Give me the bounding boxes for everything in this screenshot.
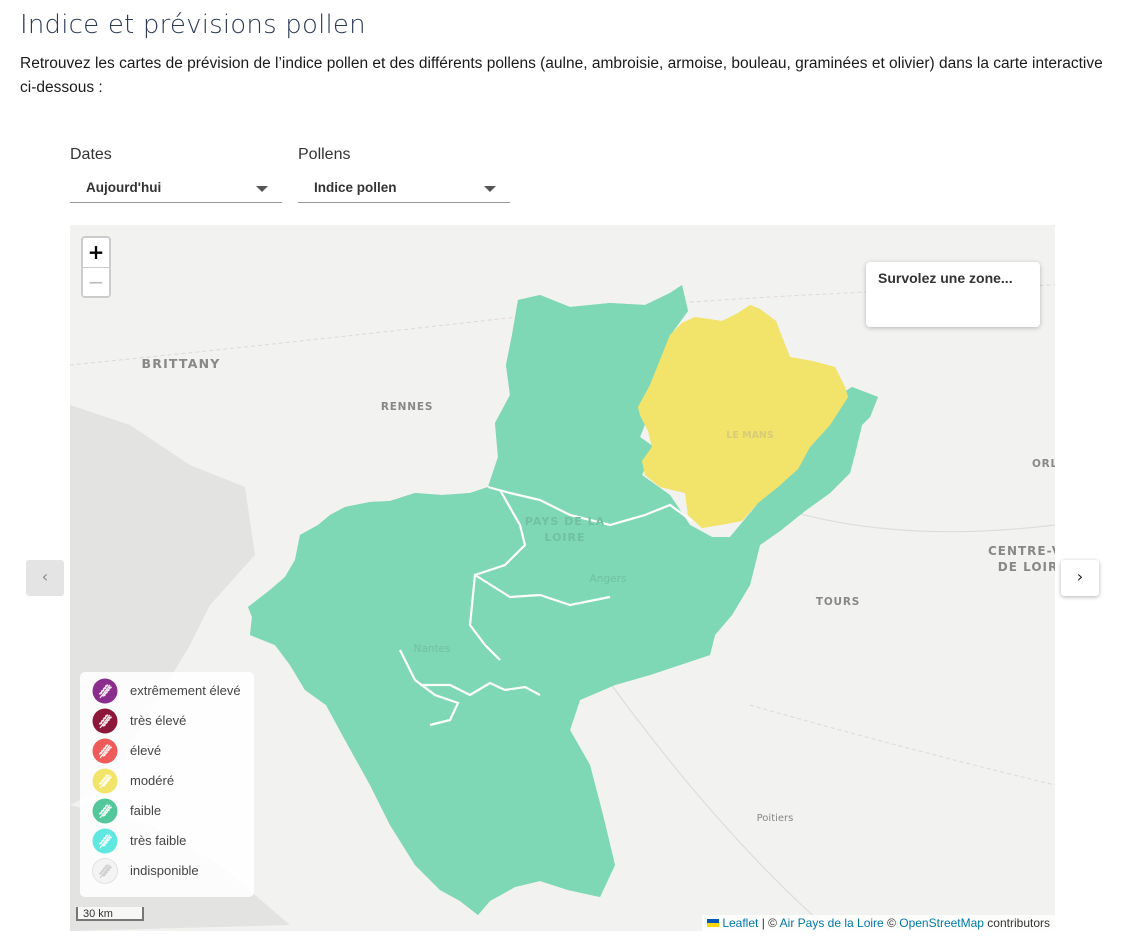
attribution-contributors: contributors [983, 916, 1050, 930]
pollen-map[interactable]: BRITTANY RENNES LE MANS PAYS DE LA LOIRE… [70, 225, 1055, 931]
boundary-line [70, 284, 1055, 366]
hover-info-text: Survolez une zone... [878, 270, 1013, 286]
road-line [589, 654, 831, 931]
chevron-down-icon [256, 186, 268, 192]
dates-select[interactable]: Aujourd'hui [70, 174, 282, 203]
label-brittany: BRITTANY [142, 356, 221, 371]
legend-label: extrêmement élevé [130, 683, 241, 698]
scale-bar: 30 km [76, 907, 144, 921]
label-le-mans: LE MANS [726, 430, 774, 441]
prev-button[interactable]: ‹ [26, 560, 64, 596]
department-border [399, 649, 460, 727]
pollen-grain-icon [92, 858, 118, 884]
label-centre-1: CENTRE-V [988, 544, 1055, 558]
dates-select-value: Aujourd'hui [86, 180, 162, 195]
boundary-line [749, 704, 1055, 786]
intro-text: Retrouvez les cartes de prévision de l’i… [20, 55, 1103, 96]
pollen-grain-icon [92, 678, 118, 704]
pollen-grain-icon [92, 708, 118, 734]
next-button[interactable]: › [1061, 560, 1099, 596]
legend-label: élevé [130, 743, 162, 758]
ukraine-flag-icon [707, 919, 720, 927]
label-pdl-2: LOIRE [544, 531, 585, 544]
label-pdl-1: PAYS DE LA [525, 515, 605, 528]
label-orl: ORL [1032, 458, 1055, 470]
attribution-sep: | © [758, 916, 780, 930]
label-angers: Angers [590, 573, 627, 585]
pollens-label: Pollens [298, 146, 351, 163]
label-tours: TOURS [816, 596, 860, 608]
legend-label: faible [130, 803, 162, 818]
map-attribution: Leaflet | © Air Pays de la Loire © OpenS… [702, 915, 1055, 931]
zoom-in-button[interactable]: + [83, 238, 109, 267]
legend-label: indisponible [130, 863, 199, 878]
department-border [474, 574, 611, 607]
legend-label: très faible [130, 833, 187, 848]
air-pdl-link[interactable]: Air Pays de la Loire [779, 916, 884, 930]
pollens-select-value: Indice pollen [314, 180, 397, 195]
pollen-grain-icon [92, 768, 118, 794]
department-border [487, 485, 693, 527]
department-border [420, 681, 541, 697]
page-title: Indice et prévisions pollen [20, 10, 366, 40]
label-poitiers: Poitiers [757, 813, 794, 824]
hover-info-box: Survolez une zone... [866, 262, 1040, 327]
zoom-control: + − [81, 236, 111, 298]
zoom-out-button[interactable]: − [83, 267, 109, 296]
pollen-grain-icon [92, 798, 118, 824]
pollen-grain-icon [92, 738, 118, 764]
pollen-grain-icon [92, 828, 118, 854]
label-nantes: Nantes [414, 643, 451, 655]
osm-link[interactable]: OpenStreetMap [899, 916, 984, 930]
department-border [468, 489, 527, 661]
label-centre-2: DE LOIR [998, 560, 1055, 574]
map-legend: extrêmement élevé très élevé élevé modéré fa… [80, 672, 254, 897]
pollens-select[interactable]: Indice pollen [298, 174, 510, 203]
road-line [769, 504, 1055, 533]
leaflet-link[interactable]: Leaflet [722, 916, 759, 930]
legend-label: modéré [130, 773, 175, 788]
legend-label: très élevé [130, 713, 187, 728]
attribution-sep: © [883, 916, 900, 930]
chevron-down-icon [484, 186, 496, 192]
dates-label: Dates [70, 146, 112, 163]
label-rennes: RENNES [381, 401, 433, 413]
